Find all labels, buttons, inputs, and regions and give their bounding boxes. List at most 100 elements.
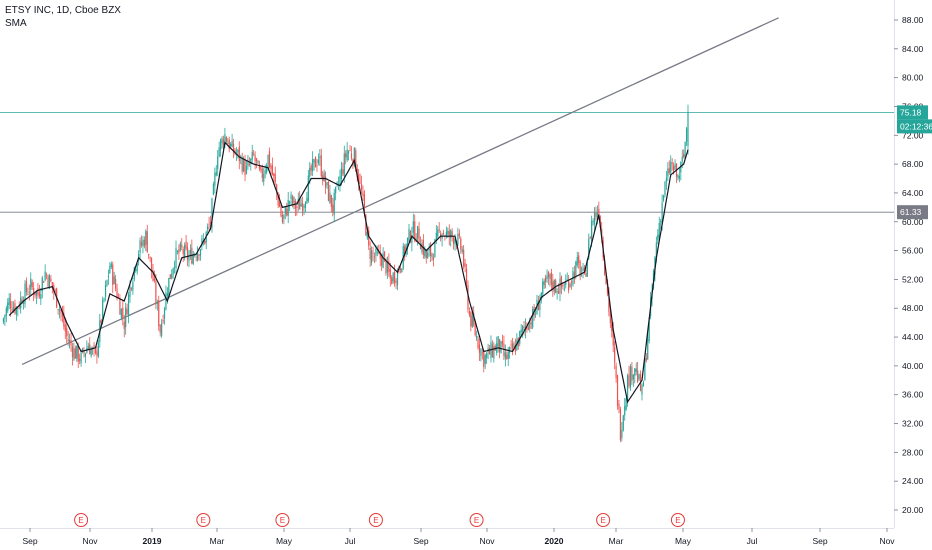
level-price-badge[interactable]: [897, 205, 928, 220]
earnings-marker[interactable]: E: [275, 513, 290, 527]
candle-body: [473, 313, 475, 325]
candle-body: [648, 317, 650, 341]
candle-body: [425, 250, 427, 259]
candle-body: [260, 166, 262, 171]
candle-body: [115, 278, 117, 289]
candle-body: [182, 249, 184, 255]
candle-body: [611, 323, 613, 332]
candle-body: [294, 200, 296, 209]
candle-body: [470, 312, 472, 327]
candle-body: [247, 161, 249, 167]
earnings-marker[interactable]: E: [596, 513, 611, 527]
current-price-badge[interactable]: [897, 105, 928, 120]
candle-body: [2, 318, 5, 323]
candle-body: [537, 302, 540, 311]
sma-line[interactable]: [8, 141, 689, 404]
candle-body: [264, 170, 266, 174]
candle-body: [513, 343, 515, 350]
candle-body: [185, 241, 187, 249]
earnings-marker[interactable]: E: [196, 513, 211, 527]
candle-body: [568, 280, 570, 291]
candle-body: [178, 249, 180, 254]
symbol-info-label[interactable]: ETSY INC, 1D, Cboe BZX: [5, 5, 121, 16]
candle-body: [345, 153, 347, 158]
candle-body: [557, 291, 560, 295]
earnings-marker-label: E: [373, 516, 378, 525]
candle-body: [670, 161, 672, 173]
candle-body: [457, 234, 459, 245]
earnings-marker[interactable]: E: [368, 513, 383, 527]
candle-body: [58, 309, 61, 311]
candle-body: [43, 281, 45, 283]
candle-body: [372, 252, 374, 254]
candle-body: [312, 159, 314, 172]
candle-body: [68, 339, 71, 342]
candle-body: [481, 352, 483, 354]
candle-body: [363, 194, 366, 213]
candle-body: [51, 282, 53, 288]
candle-body: [450, 230, 452, 239]
candle-body: [283, 214, 285, 219]
candle-body: [248, 164, 250, 165]
candle-body: [353, 148, 355, 167]
candle-body: [304, 202, 307, 209]
candle-body: [408, 228, 410, 241]
candle-body: [404, 246, 406, 256]
candle-body: [67, 339, 69, 342]
earnings-marker[interactable]: E: [670, 513, 685, 527]
candle-body: [371, 250, 373, 263]
candle-body: [93, 345, 95, 349]
sma-indicator-label[interactable]: SMA: [5, 18, 27, 29]
candle-body: [501, 341, 504, 345]
candle-body: [28, 291, 30, 293]
candle-body: [60, 309, 62, 314]
earnings-marker[interactable]: E: [469, 513, 484, 527]
candle-body: [566, 279, 568, 281]
candle-body: [677, 175, 679, 178]
candle-body: [8, 297, 10, 305]
candle-body: [383, 251, 386, 257]
candle-body: [201, 238, 203, 247]
candle-body: [429, 245, 432, 257]
candle-body: [667, 168, 669, 177]
candle-body: [307, 175, 309, 202]
candle-body: [186, 247, 189, 260]
candle-body: [135, 269, 137, 271]
candle-body: [417, 225, 419, 239]
candle-body: [628, 374, 630, 386]
candle-body: [130, 288, 133, 289]
candle-body: [598, 208, 600, 215]
candle-body: [395, 280, 397, 283]
candle-body: [102, 299, 104, 322]
candle-body: [618, 403, 620, 410]
earnings-marker[interactable]: E: [74, 513, 89, 527]
candle-body: [382, 253, 384, 269]
candle-body: [127, 294, 130, 316]
candle-body: [474, 324, 476, 336]
candle-body: [478, 344, 481, 353]
candle-body: [523, 327, 525, 328]
candle-body: [591, 220, 593, 242]
candle-body: [647, 339, 649, 360]
candle-body: [435, 232, 437, 241]
candle-body: [57, 308, 59, 310]
candle-body: [684, 141, 686, 160]
candle-body: [87, 346, 89, 351]
candle-body: [287, 200, 289, 216]
candle-body: [534, 313, 537, 315]
candle-body: [10, 301, 12, 309]
candle-body: [560, 276, 563, 287]
price-tick-label: 24.00: [902, 476, 924, 486]
candle-body: [619, 409, 622, 441]
candle-body: [166, 293, 168, 297]
time-tick-label: Jul: [345, 536, 356, 546]
trend-line[interactable]: [21, 17, 779, 366]
candle-body: [477, 338, 479, 348]
candle-body: [37, 287, 39, 295]
candle-body: [309, 168, 311, 177]
candle-body: [491, 344, 494, 357]
candle-body: [254, 155, 256, 162]
